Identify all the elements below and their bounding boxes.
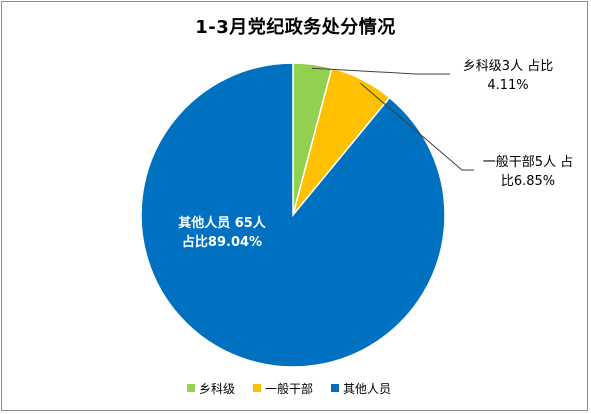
legend-swatch-1 bbox=[253, 384, 262, 392]
leader-line-1 bbox=[360, 82, 474, 171]
chart-legend: 乡科级 一般干部 其他人员 bbox=[187, 380, 409, 396]
chart-title: 1-3月党纪政务处分情况 bbox=[195, 17, 396, 38]
legend-label-2: 其他人员 bbox=[343, 381, 392, 396]
data-label-1-line2: 比6.85% bbox=[501, 174, 555, 189]
data-label-2-line2: 占比89.04% bbox=[182, 234, 262, 250]
leader-line-0 bbox=[312, 67, 450, 75]
legend-item-2: 其他人员 bbox=[331, 380, 391, 397]
data-label-1-line1: 一般干部5人 占 bbox=[483, 154, 573, 170]
pie-slice-2 bbox=[140, 62, 446, 368]
legend-item-0: 乡科级 bbox=[187, 380, 235, 397]
data-label-0-line2: 4.11% bbox=[487, 78, 528, 93]
legend-swatch-0 bbox=[187, 384, 195, 392]
data-label-2-line1: 其他人员 65人 bbox=[178, 215, 267, 231]
data-label-0-line1: 乡科级3人 占比 bbox=[463, 59, 553, 74]
legend-label-0: 乡科级 bbox=[199, 381, 236, 396]
legend-swatch-2 bbox=[331, 384, 340, 392]
legend-label-1: 一般干部 bbox=[265, 381, 314, 396]
legend-item-1: 一般干部 bbox=[253, 380, 313, 397]
